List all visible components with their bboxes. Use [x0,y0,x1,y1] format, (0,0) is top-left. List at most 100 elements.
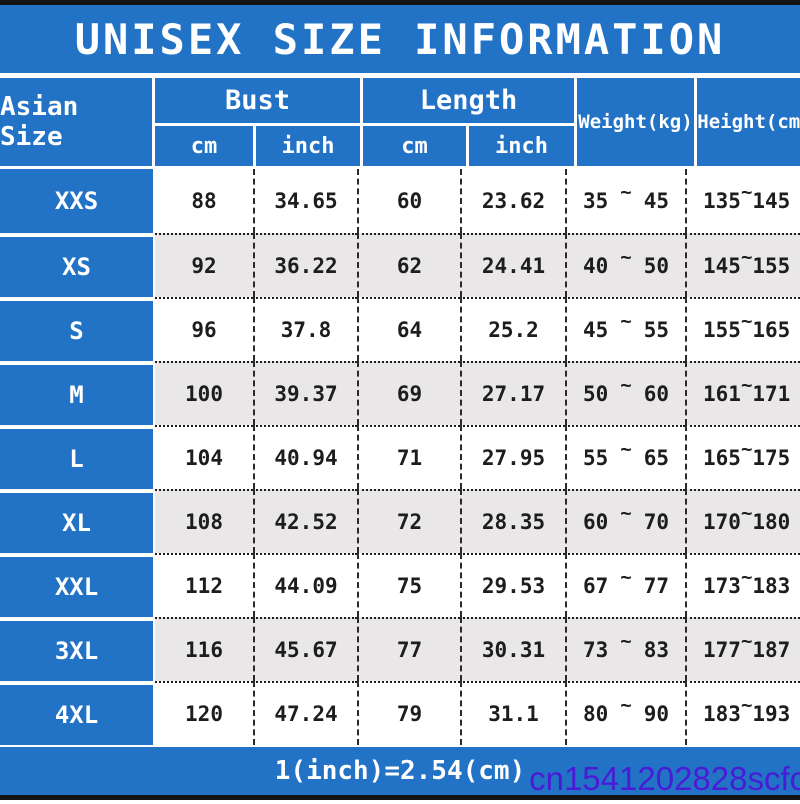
weight-min: 60 [583,510,609,534]
title-bar: UNISEX SIZE INFORMATION [0,5,800,73]
length-cm-value: 77 [357,617,460,681]
length-inch-value: 29.53 [460,553,565,617]
table-body: XXS 88 34.65 60 23.62 35 ~45 135 ~145 XS 9… [0,169,800,745]
height-range: 135 ~145 [685,169,800,233]
weight-min: 45 [583,318,609,342]
size-label: S [0,297,155,361]
length-cm-value: 72 [357,489,460,553]
weight-range: 45 ~55 [565,297,685,361]
tilde: ~ [740,310,753,332]
bust-cm-value: 116 [155,617,253,681]
bust-inch-value: 40.94 [253,425,357,489]
conversion-note: 1(inch)=2.54(cm) [274,756,526,786]
size-label: 4XL [0,681,155,745]
height-range: 183 ~193 [685,681,800,745]
weight-min: 35 [583,189,609,213]
weight-max: 50 [643,254,669,278]
height-min: 183 [703,702,741,726]
table-row: XL 108 42.52 72 28.35 60 ~70 170 ~180 [0,489,800,553]
length-inch-value: 28.35 [460,489,565,553]
height-max: 155 [752,254,791,278]
column-header-bust: Bust [155,78,360,123]
bust-inch-value: 34.65 [253,169,357,233]
bust-cm-value: 96 [155,297,253,361]
height-min: 173 [703,574,741,598]
height-min: 161 [703,382,741,406]
weight-min: 40 [583,254,609,278]
length-inch-value: 31.1 [460,681,565,745]
subheader-length-cm: cm [363,126,466,166]
length-cm-value: 62 [357,233,460,297]
height-max: 175 [752,446,791,470]
table-row: S 96 37.8 64 25.2 45 ~55 155 ~165 [0,297,800,361]
height-range: 177 ~187 [685,617,800,681]
weight-max: 60 [643,382,669,406]
size-label: XXS [0,169,155,233]
column-header-weight: Weight(kg) [577,78,694,166]
weight-min: 55 [583,446,609,470]
bust-cm-value: 92 [155,233,253,297]
bust-inch-value: 45.67 [253,617,357,681]
height-min: 135 [703,189,741,213]
bust-inch-value: 44.09 [253,553,357,617]
height-max: 187 [752,638,791,662]
weight-max: 45 [643,189,669,213]
column-header-length: Length [363,78,574,123]
weight-min: 73 [583,638,609,662]
divider [0,73,800,78]
tilde: ~ [620,181,632,203]
bust-inch-value: 36.22 [253,233,357,297]
column-header-asian-size: Asian Size [0,78,152,166]
table-row: L 104 40.94 71 27.95 55 ~65 165 ~175 [0,425,800,489]
height-max: 145 [752,189,791,213]
table-row: 3XL 116 45.67 77 30.31 73 ~83 177 ~187 [0,617,800,681]
weight-min: 80 [583,702,609,726]
length-cm-value: 79 [357,681,460,745]
length-inch-value: 23.62 [460,169,565,233]
size-label: 3XL [0,617,155,681]
tilde: ~ [620,502,632,524]
height-range: 165 ~175 [685,425,800,489]
length-cm-value: 71 [357,425,460,489]
tilde: ~ [740,181,753,203]
bust-inch-value: 39.37 [253,361,357,425]
weight-max: 55 [643,318,669,342]
length-cm-value: 64 [357,297,460,361]
height-max: 171 [752,382,791,406]
size-label: XL [0,489,155,553]
weight-max: 77 [643,574,669,598]
top-border-line [0,0,800,5]
tilde: ~ [740,630,753,652]
weight-max: 83 [643,638,669,662]
tilde: ~ [740,694,753,716]
weight-min: 50 [583,382,609,406]
table-row: 4XL 120 47.24 79 31.1 80 ~90 183 ~193 [0,681,800,745]
bust-cm-value: 108 [155,489,253,553]
height-max: 193 [752,702,791,726]
height-range: 145 ~155 [685,233,800,297]
bust-inch-value: 47.24 [253,681,357,745]
bust-cm-value: 88 [155,169,253,233]
tilde: ~ [740,438,753,460]
height-max: 165 [752,318,791,342]
bust-inch-value: 37.8 [253,297,357,361]
length-inch-value: 25.2 [460,297,565,361]
page-title: UNISEX SIZE INFORMATION [74,14,726,64]
tilde: ~ [620,630,632,652]
height-range: 155 ~165 [685,297,800,361]
length-inch-value: 24.41 [460,233,565,297]
size-label: M [0,361,155,425]
length-inch-value: 30.31 [460,617,565,681]
table-row: XXL 112 44.09 75 29.53 67 ~77 173 ~183 [0,553,800,617]
height-min: 170 [703,510,741,534]
weight-range: 35 ~45 [565,169,685,233]
length-cm-value: 60 [357,169,460,233]
weight-max: 70 [643,510,669,534]
weight-range: 67 ~77 [565,553,685,617]
table-row: M 100 39.37 69 27.17 50 ~60 161 ~171 [0,361,800,425]
length-cm-value: 69 [357,361,460,425]
tilde: ~ [620,374,632,396]
subheader-bust-inch: inch [256,126,360,166]
height-min: 165 [703,446,741,470]
height-min: 177 [703,638,741,662]
